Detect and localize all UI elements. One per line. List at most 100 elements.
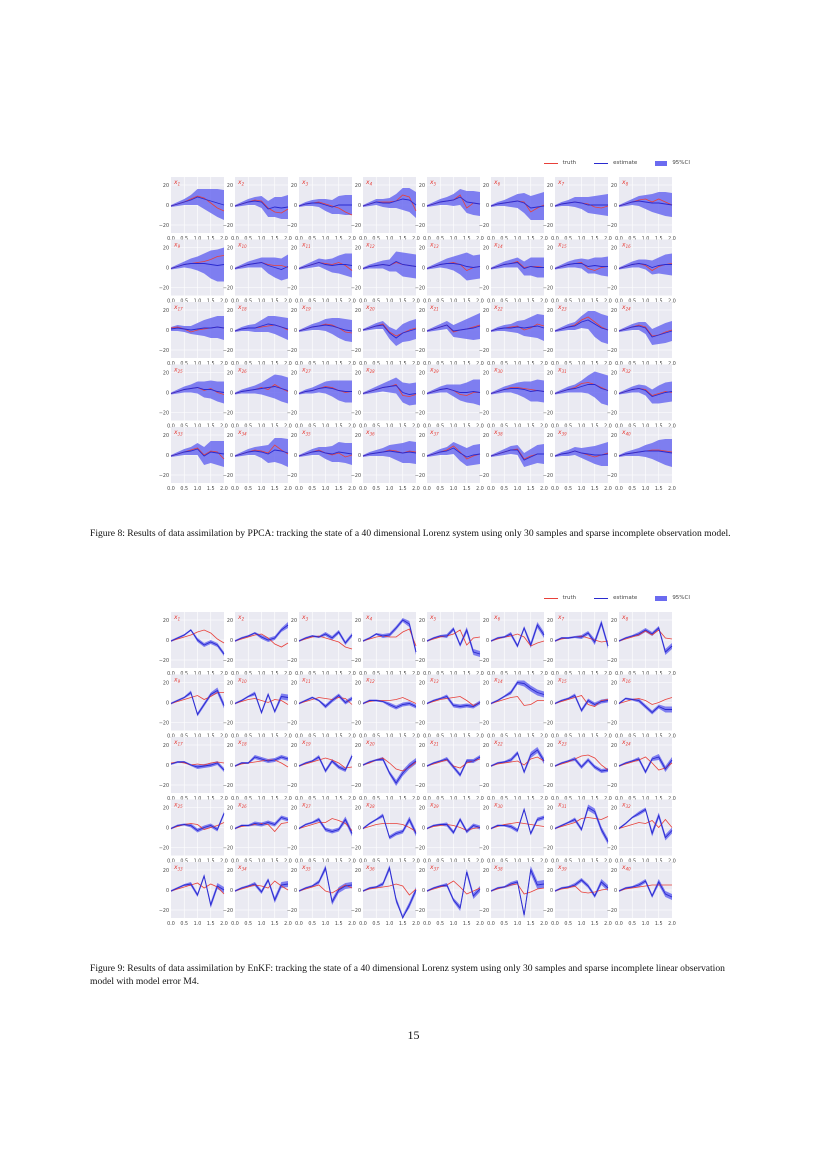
- x-tick-label: 0.5: [308, 734, 316, 740]
- panel-label: x17: [173, 304, 183, 312]
- estimate-line: [554, 806, 609, 842]
- x-tick-label: 0.5: [500, 671, 508, 677]
- x-tick-label: 1.5: [463, 671, 471, 677]
- y-tick-label: 20: [547, 868, 553, 874]
- x-tick-label: 0.0: [551, 859, 559, 865]
- x-tick-label: 0.5: [308, 299, 316, 305]
- x-tick-label: 0.0: [167, 671, 175, 677]
- y-tick-label: 20: [611, 308, 617, 314]
- x-tick-label: 0.5: [564, 921, 572, 927]
- panel-label: x32: [621, 802, 631, 810]
- x-tick-label: 0.0: [615, 299, 623, 305]
- panel-label: x38: [493, 864, 503, 872]
- x-tick-label: 0.5: [244, 361, 252, 367]
- x-tick-label: 2.0: [668, 671, 676, 677]
- x-tick-label: 1.5: [335, 796, 343, 802]
- y-tick-label: 20: [227, 308, 233, 314]
- x-tick-label: 0.5: [308, 486, 316, 492]
- x-tick-label: 1.5: [463, 921, 471, 927]
- ci-band: [235, 316, 288, 340]
- estimate-line: [170, 761, 225, 771]
- ci-band: [427, 694, 480, 709]
- ci-band: [299, 318, 352, 342]
- x-tick-label: 0.5: [244, 424, 252, 430]
- x-tick-label: 1.5: [399, 734, 407, 740]
- subplot-x19: x19 20 0 −20 0.0 0.5 1.0 1.5 2.0: [287, 737, 356, 802]
- x-tick-label: 2.0: [604, 734, 612, 740]
- x-tick-label: 0.0: [615, 424, 623, 430]
- panel-label: x24: [621, 304, 631, 312]
- estimate-line: [554, 319, 609, 332]
- estimate-line: [298, 866, 353, 904]
- estimate-line: [362, 450, 417, 457]
- y-tick-label: 0: [550, 453, 553, 459]
- x-tick-label: 1.5: [527, 361, 535, 367]
- y-tick-label: 20: [547, 308, 553, 314]
- y-tick-label: 0: [614, 266, 617, 272]
- subplot-x18: x18 20 0 −20 0.0 0.5 1.0 1.5 2.0: [223, 737, 292, 802]
- ci-band: [235, 815, 288, 830]
- ci-band: [299, 253, 352, 278]
- ci-band: [619, 754, 672, 774]
- x-tick-label: 0.0: [231, 486, 239, 492]
- ci-band: [491, 444, 544, 467]
- y-tick-label: 0: [358, 701, 361, 707]
- y-tick-label: 0: [486, 453, 489, 459]
- x-tick-label: 1.5: [463, 361, 471, 367]
- y-tick-label: −20: [223, 348, 233, 354]
- subplot-x31: x31 20 0 −20 0.0 0.5 1.0 1.5 2.0: [543, 364, 612, 430]
- x-tick-label: 1.0: [258, 671, 266, 677]
- y-tick-label: −20: [479, 908, 489, 914]
- y-tick-label: −20: [607, 658, 617, 664]
- x-tick-label: 1.0: [642, 361, 650, 367]
- subplot-x34: x34 20 0 −20 0.0 0.5 1.0 1.5 2.0: [223, 862, 292, 927]
- x-tick-label: 1.0: [322, 796, 330, 802]
- y-tick-label: 0: [550, 266, 553, 272]
- x-tick-label: 0.5: [308, 921, 316, 927]
- y-tick-label: 20: [419, 743, 425, 749]
- x-tick-label: 0.5: [436, 734, 444, 740]
- x-tick-label: 2.0: [604, 671, 612, 677]
- y-tick-label: 0: [294, 701, 297, 707]
- estimate-line: [426, 628, 481, 655]
- y-tick-label: −20: [287, 473, 297, 479]
- y-tick-label: −20: [223, 783, 233, 789]
- estimate-line: [234, 200, 289, 210]
- x-tick-label: 0.5: [372, 299, 380, 305]
- x-tick-label: 1.0: [322, 299, 330, 305]
- y-tick-label: 0: [550, 826, 553, 832]
- panel-label: x29: [429, 367, 439, 375]
- y-tick-label: −20: [223, 721, 233, 727]
- x-tick-label: 2.0: [668, 796, 676, 802]
- y-tick-label: −20: [159, 473, 169, 479]
- estimate-line: [362, 198, 417, 207]
- truth-line: [298, 697, 353, 705]
- y-tick-label: 20: [483, 806, 489, 812]
- y-tick-label: −20: [543, 846, 553, 852]
- y-tick-label: 0: [614, 391, 617, 397]
- x-tick-label: 2.0: [412, 236, 420, 242]
- y-tick-label: −20: [351, 783, 361, 789]
- subplot-x10: x10 20 0 −20 0.0 0.5 1.0 1.5 2.0: [223, 674, 292, 740]
- panel-label: x6: [493, 179, 501, 187]
- panel-label: x31: [557, 367, 567, 375]
- x-tick-label: 1.0: [450, 859, 458, 865]
- y-tick-label: −20: [351, 846, 361, 852]
- x-tick-label: 0.5: [564, 796, 572, 802]
- y-tick-label: 20: [163, 308, 169, 314]
- panel-label: x16: [621, 677, 631, 685]
- x-tick-label: 0.5: [436, 361, 444, 367]
- figure-9-caption: Figure 9: Results of data assimilation b…: [90, 963, 725, 987]
- y-tick-label: 20: [227, 246, 233, 252]
- x-tick-label: 0.0: [615, 236, 623, 242]
- subplot-x1: x1 20 0 −20 0.0 0.5 1.0 1.5 2.0: [159, 612, 228, 677]
- x-tick-label: 1.5: [463, 236, 471, 242]
- ci-band: [619, 626, 672, 655]
- truth-line: [426, 880, 481, 895]
- x-tick-label: 0.0: [231, 859, 239, 865]
- y-tick-label: −20: [223, 846, 233, 852]
- estimate-line: [490, 325, 545, 332]
- x-tick-label: 0.5: [500, 424, 508, 430]
- x-tick-label: 2.0: [476, 796, 484, 802]
- subplot-x24: x24 20 0 −20 0.0 0.5 1.0 1.5 2.0: [607, 737, 676, 802]
